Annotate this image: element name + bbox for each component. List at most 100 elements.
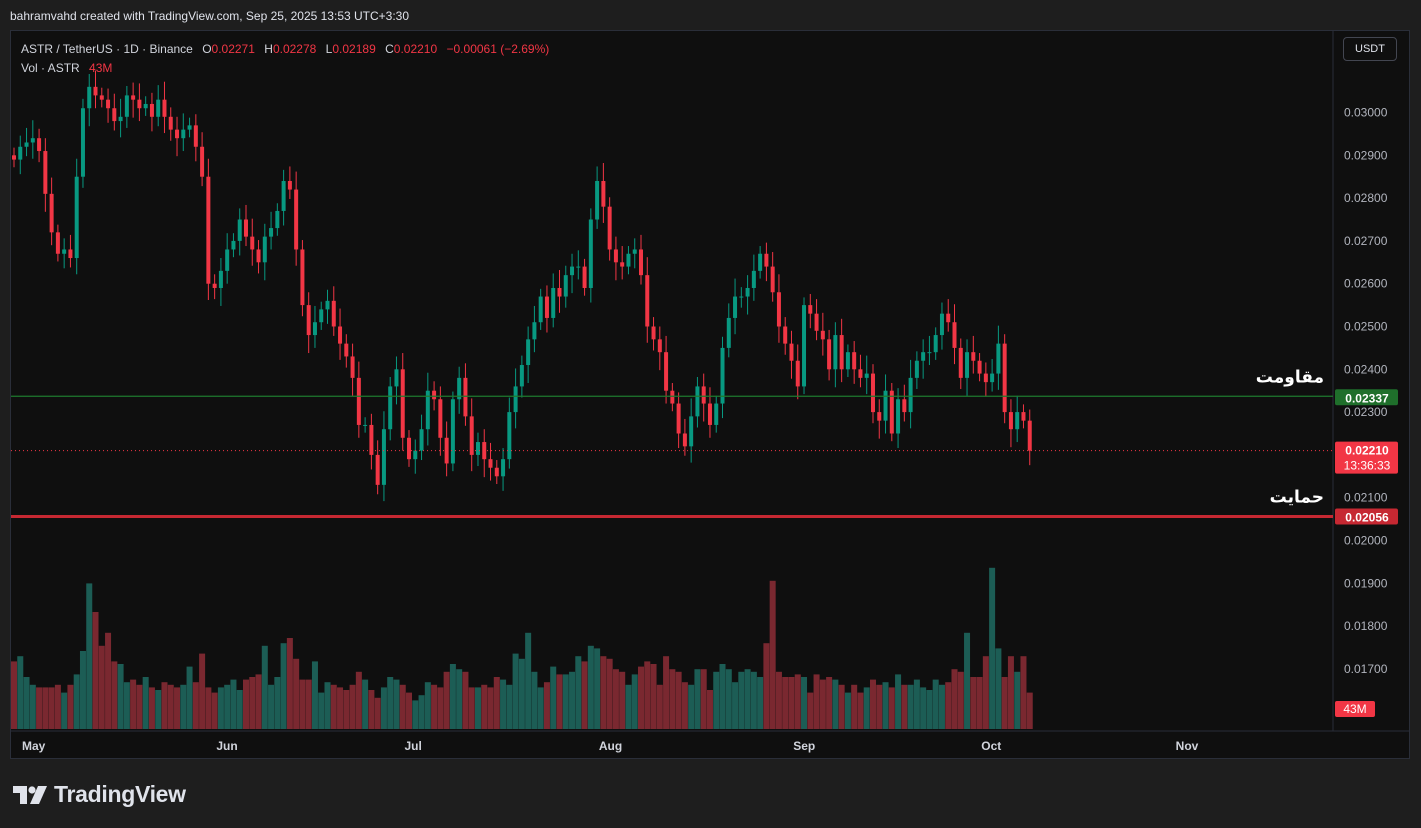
current-price-tag-bg: [1335, 441, 1398, 474]
x-tick-label: Aug: [599, 739, 622, 753]
support-price-tag-text: 0.02056: [1345, 511, 1389, 525]
candle-body: [544, 296, 549, 318]
volume-bar: [48, 687, 55, 729]
volume-bar: [556, 674, 563, 729]
candle-body: [720, 347, 725, 404]
candle-body: [68, 249, 73, 259]
candle-body: [645, 275, 650, 327]
volume-bar: [725, 669, 732, 729]
attribution-text: bahramvahd created with TradingView.com,…: [10, 9, 410, 23]
volume-bar: [757, 677, 764, 729]
volume-bar: [619, 671, 626, 729]
volume-bar: [29, 684, 36, 729]
close-label: C: [385, 42, 394, 56]
tradingview-brand[interactable]: TradingView: [13, 781, 186, 808]
volume-bar: [23, 677, 30, 729]
candle-body: [827, 339, 832, 370]
chart-area[interactable]: مقاومت حمایت 0.03000 0.02900 0.02800 0.02700…: [10, 30, 1410, 759]
candle-body: [770, 266, 775, 293]
volume-bar: [136, 684, 143, 729]
candle-body: [37, 138, 42, 152]
volume-label[interactable]: Vol · ASTR: [21, 61, 80, 75]
candle-body: [400, 369, 405, 438]
candle-body: [789, 343, 794, 361]
y-tick-label: 0.02300: [1344, 405, 1388, 419]
candle-body: [519, 365, 524, 387]
volume-bar: [105, 632, 112, 729]
x-tick-label: Nov: [1176, 739, 1199, 753]
x-tick-label: Sep: [793, 739, 815, 753]
candle-body: [814, 313, 819, 331]
candle-body: [106, 99, 111, 109]
volume-bar: [67, 684, 74, 729]
volume-bar: [706, 690, 713, 729]
symbol-name[interactable]: ASTR / TetherUS · 1D · Binance: [21, 42, 193, 56]
y-tick-label: 0.02500: [1344, 320, 1388, 334]
volume-bar: [174, 687, 181, 729]
support-price-tag: 0.02056: [1335, 508, 1398, 525]
y-tick-label: 0.02000: [1344, 533, 1388, 547]
volume-bar: [569, 671, 576, 729]
volume-bar: [286, 638, 293, 729]
volume-bar: [663, 656, 670, 729]
candle-body: [350, 356, 355, 378]
price-chart[interactable]: مقاومت حمایت 0.03000 0.02900 0.02800 0.02700…: [11, 31, 1409, 758]
currency-button[interactable]: USDT: [1343, 37, 1397, 61]
volume-bar: [531, 671, 538, 729]
candle-body: [43, 151, 48, 194]
candle-body: [896, 399, 901, 434]
candle-body: [576, 266, 581, 268]
volume-bar: [17, 656, 24, 729]
candle-body: [820, 330, 825, 340]
candle-body: [965, 352, 970, 378]
candle-body: [444, 437, 449, 464]
volume-bar: [970, 677, 977, 729]
volume-bar: [782, 677, 789, 729]
candle-body: [319, 309, 324, 323]
volume-bar: [199, 653, 206, 729]
volume-bar: [424, 682, 431, 729]
candle-body: [325, 300, 330, 310]
y-tick-label: 0.01800: [1344, 619, 1388, 633]
volume-bar: [1001, 677, 1008, 729]
volume-bar: [1020, 656, 1027, 729]
volume-bar: [418, 695, 425, 729]
y-tick-label: 0.02100: [1344, 491, 1388, 505]
candle-body: [971, 352, 976, 361]
volume-bar: [255, 674, 262, 729]
volume-bar: [167, 684, 174, 729]
candle-body: [131, 95, 136, 100]
volume-bar: [1007, 656, 1014, 729]
candle-body: [218, 270, 223, 288]
candle-body: [501, 459, 506, 477]
volume-bar: [738, 671, 745, 729]
y-tick-label: 0.01700: [1344, 662, 1388, 676]
volume-bar: [857, 692, 864, 729]
volume-bar: [518, 658, 525, 729]
candle-body: [651, 326, 656, 340]
candle-body: [143, 103, 148, 109]
candle-body: [783, 326, 788, 344]
volume-bar: [926, 690, 933, 729]
volume-bar: [732, 682, 739, 729]
candle-body: [689, 416, 694, 447]
candle-body: [908, 377, 913, 413]
candle-body: [845, 352, 850, 370]
candle-body: [613, 249, 618, 263]
candle-body: [551, 287, 556, 318]
candle-body: [1021, 412, 1026, 421]
candle-body: [632, 249, 637, 254]
candle-body: [664, 352, 669, 391]
candle-body: [676, 403, 681, 434]
candle-body: [563, 275, 568, 297]
volume-bar: [575, 656, 582, 729]
candle-body: [450, 399, 455, 464]
candle-body: [162, 99, 167, 117]
volume-bar: [330, 684, 337, 729]
candle-body: [570, 266, 575, 276]
volume-bar: [813, 674, 820, 729]
candle-body: [802, 305, 807, 387]
volume-bar: [656, 684, 663, 729]
volume-bar: [976, 677, 983, 729]
